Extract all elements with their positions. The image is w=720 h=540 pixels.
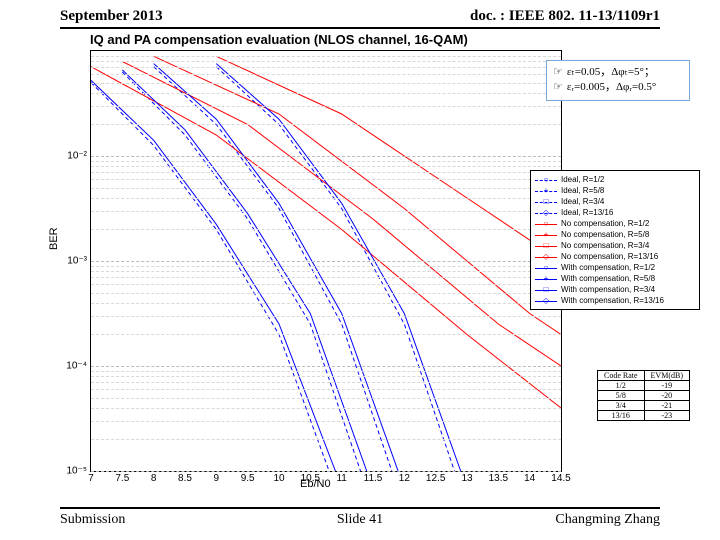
legend-item: ○With compensation, R=1/2 [535,262,695,273]
table-row: 1/2-19 [598,381,690,391]
chart-legend: ○Ideal, R=1/2+Ideal, R=5/8□Ideal, R=3/4◇… [530,170,700,310]
legend-label: Ideal, R=3/4 [561,197,604,206]
legend-label: No compensation, R=13/16 [561,252,658,261]
legend-item: ○No compensation, R=1/2 [535,218,695,229]
x-tick-label: 12 [399,471,410,484]
legend-label: With compensation, R=5/8 [561,274,655,283]
legend-label: With compensation, R=13/16 [561,296,664,305]
evm-table: Code Rate EVM(dB) 1/2-195/8-203/4-2113/1… [597,370,690,421]
legend-label: No compensation, R=3/4 [561,241,649,250]
legend-label: With compensation, R=3/4 [561,285,655,294]
plot-area: 10⁻²10⁻³10⁻⁴10⁻⁵77.588.599.51010.51111.5… [90,50,562,472]
footer-right: Changming Zhang [555,512,660,528]
legend-label: Ideal, R=1/2 [561,175,604,184]
footer-left: Submission [60,512,125,528]
y-axis-label: BER [48,227,60,250]
pointer-icon: ☞ [553,81,563,93]
x-axis-label: Eb/N0 [300,478,331,490]
table-cell: -20 [644,391,689,401]
table-row: 3/4-21 [598,401,690,411]
annot-line1: εₜ=0.05，Δφₜ=5°； [567,66,655,78]
legend-item: +No compensation, R=5/8 [535,229,695,240]
y-tick-label: 10⁻⁴ [66,361,91,372]
table-row: 5/8-20 [598,391,690,401]
x-tick-label: 10 [273,471,284,484]
y-tick-label: 10⁻² [67,151,91,162]
legend-item: □No compensation, R=3/4 [535,240,695,251]
x-tick-label: 13.5 [489,471,508,484]
legend-label: Ideal, R=13/16 [561,208,613,217]
legend-item: □Ideal, R=3/4 [535,196,695,207]
evm-col-rate: Code Rate [598,371,645,381]
legend-item: ◇No compensation, R=13/16 [535,251,695,262]
legend-label: With compensation, R=1/2 [561,263,655,272]
header-date: September 2013 [60,8,163,25]
x-tick-label: 11 [336,471,346,484]
table-cell: -23 [644,411,689,421]
legend-label: Ideal, R=5/8 [561,186,604,195]
x-tick-label: 8.5 [178,471,192,484]
legend-item: ◇With compensation, R=13/16 [535,295,695,306]
legend-label: No compensation, R=1/2 [561,219,649,228]
legend-item: ◇Ideal, R=13/16 [535,207,695,218]
legend-item: ○Ideal, R=1/2 [535,174,695,185]
slide-header: September 2013 doc. : IEEE 802. 11-13/11… [60,8,660,29]
y-tick-label: 10⁻³ [67,256,91,267]
x-tick-label: 13 [461,471,472,484]
table-cell: -19 [644,381,689,391]
x-tick-label: 7.5 [115,471,129,484]
x-tick-label: 11.5 [364,471,383,484]
x-tick-label: 14 [524,471,535,484]
x-tick-label: 14.5 [551,471,570,484]
x-tick-label: 7 [88,471,94,484]
legend-item: +Ideal, R=5/8 [535,185,695,196]
annot-line2: εᵣ=0.005，Δφᵣ=0.5° [567,81,656,93]
legend-item: □With compensation, R=3/4 [535,284,695,295]
x-tick-label: 12.5 [426,471,445,484]
x-tick-label: 9.5 [241,471,255,484]
table-cell: -21 [644,401,689,411]
pointer-icon: ☞ [553,66,563,78]
chart-title: IQ and PA compensation evaluation (NLOS … [90,32,468,47]
parameter-annotation: ☞ εₜ=0.05，Δφₜ=5°； ☞ εᵣ=0.005，Δφᵣ=0.5° [546,60,690,101]
header-doc: doc. : IEEE 802. 11-13/1109r1 [470,8,660,25]
table-cell: 13/16 [598,411,645,421]
evm-col-evm: EVM(dB) [644,371,689,381]
table-row: 13/16-23 [598,411,690,421]
slide-number: Slide 41 [337,512,383,528]
table-cell: 5/8 [598,391,645,401]
table-cell: 1/2 [598,381,645,391]
x-tick-label: 9 [214,471,220,484]
table-cell: 3/4 [598,401,645,411]
legend-label: No compensation, R=5/8 [561,230,649,239]
legend-item: +With compensation, R=5/8 [535,273,695,284]
x-tick-label: 8 [151,471,157,484]
